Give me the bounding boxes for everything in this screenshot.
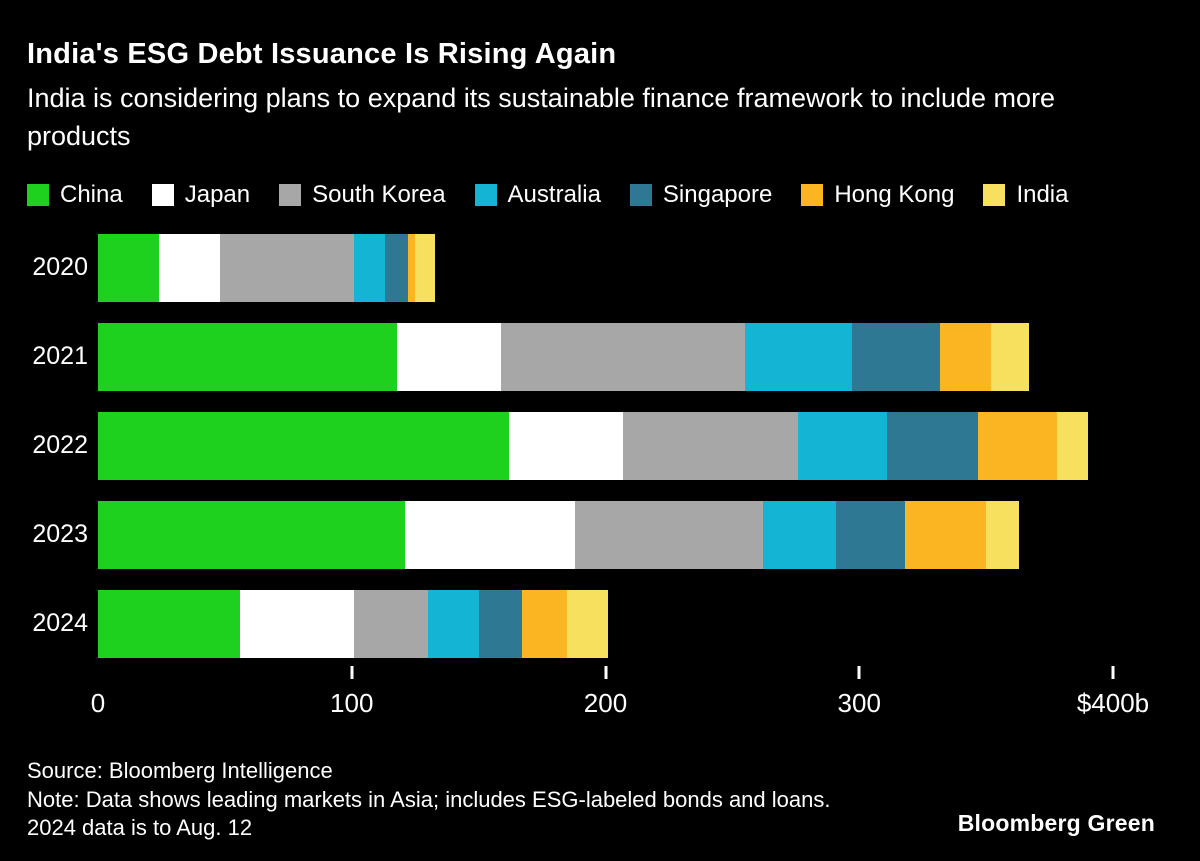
- bar-track-2024: [98, 589, 1113, 658]
- legend-label: Singapore: [662, 180, 773, 208]
- legend-swatch-china: [27, 183, 49, 206]
- bar-track-2022: [98, 411, 1113, 480]
- legend-swatch-singapore: [629, 183, 652, 206]
- bar-row-2022: 2022: [27, 411, 1200, 480]
- bar-segment-singapore: [384, 233, 408, 302]
- note-text-line2: 2024 data is to Aug. 12: [27, 815, 253, 841]
- legend-item-singapore: Singapore: [629, 180, 773, 209]
- legend-swatch-india: [983, 183, 1006, 206]
- bar-segment-china: [98, 233, 159, 302]
- bar-track-2023: [98, 500, 1113, 569]
- legend-item-india: India: [983, 181, 1068, 209]
- stacked-bar-chart: 2020 2021 2022 2023 2024: [0, 233, 1200, 658]
- bar-segment-china: [98, 589, 241, 658]
- legend-item-south-korea: South Korea: [279, 180, 446, 209]
- axis-tick-label: 0: [90, 687, 106, 718]
- bar-segment-south-korea: [354, 589, 428, 658]
- legend-label: South Korea: [312, 180, 446, 208]
- axis-tick-mark: [350, 665, 354, 679]
- axis-tick-label: $400b: [1076, 687, 1150, 718]
- bar-segment-india: [415, 233, 436, 302]
- x-axis: 0 100 200 300 $400b: [91, 658, 1149, 728]
- legend-label: Japan: [184, 180, 251, 208]
- page-subtitle: India is considering plans to expand its…: [27, 83, 1056, 152]
- footnotes: Source: Bloomberg Intelligence Note: Dat…: [27, 757, 830, 843]
- bar-segment-japan: [509, 411, 624, 480]
- bar-segment-south-korea: [623, 411, 799, 480]
- axis-tick-mark: [857, 665, 861, 679]
- axis-tick-label: 300: [837, 687, 881, 718]
- legend-label: Australia: [507, 180, 601, 208]
- bar-segment-singapore: [836, 500, 905, 569]
- page-title: India's ESG Debt Issuance Is Rising Agai…: [27, 38, 617, 70]
- legend-swatch-japan: [151, 183, 174, 206]
- chart-header: India's ESG Debt Issuance Is Rising Agai…: [0, 0, 1200, 156]
- bar-segment-hong-kong: [407, 233, 416, 302]
- bar-track-2021: [98, 322, 1113, 391]
- legend: China Japan South Korea Australia Singapore H…: [27, 181, 1173, 209]
- bar-segment-singapore: [887, 411, 979, 480]
- bar-segment-south-korea: [575, 500, 763, 569]
- bar-segment-india: [991, 322, 1030, 391]
- bar-segment-singapore: [478, 589, 522, 658]
- legend-label: China: [60, 180, 123, 208]
- bar-segment-australia: [745, 322, 852, 391]
- note-text-line1: Note: Data shows leading markets in Asia…: [27, 786, 831, 812]
- legend-item-hong-kong: Hong Kong: [801, 181, 954, 209]
- bar-segment-singapore: [851, 322, 941, 391]
- legend-item-china: China: [27, 181, 123, 209]
- bloomberg-green-logo: Bloomberg Green: [957, 810, 1155, 836]
- source-text: Source: Bloomberg Intelligence: [27, 758, 333, 784]
- legend-swatch-hong-kong: [801, 183, 824, 206]
- year-label: 2021: [32, 342, 88, 371]
- bar-segment-australia: [354, 233, 385, 302]
- legend-item-japan: Japan: [151, 180, 251, 209]
- bar-segment-china: [98, 411, 510, 480]
- bar-segment-hong-kong: [904, 500, 987, 569]
- legend-label: Hong Kong: [834, 180, 955, 208]
- bar-segment-australia: [427, 589, 479, 658]
- bar-segment-japan: [240, 589, 355, 658]
- legend-swatch-south-korea: [279, 183, 302, 206]
- axis-tick-label: 100: [330, 687, 374, 718]
- legend-label: India: [1016, 180, 1069, 208]
- bar-row-2021: 2021: [27, 322, 1200, 391]
- bar-segment-japan: [397, 322, 502, 391]
- bar-segment-japan: [405, 500, 576, 569]
- axis-tick-label: 200: [583, 687, 628, 718]
- bar-segment-hong-kong: [978, 411, 1058, 480]
- bar-segment-australia: [762, 500, 837, 569]
- bar-row-2023: 2023: [27, 500, 1200, 569]
- bar-segment-australia: [798, 411, 888, 480]
- legend-item-australia: Australia: [474, 180, 601, 209]
- legend-swatch-australia: [474, 183, 497, 206]
- bar-row-2020: 2020: [27, 233, 1200, 302]
- bar-segment-china: [98, 500, 406, 569]
- bar-segment-india: [1057, 411, 1088, 480]
- bar-segment-india: [986, 500, 1020, 569]
- year-label: 2023: [32, 520, 88, 549]
- bar-segment-china: [98, 322, 398, 391]
- bar-segment-japan: [158, 233, 220, 302]
- bar-segment-india: [567, 589, 608, 658]
- axis-tick-mark: [604, 665, 607, 679]
- bar-segment-hong-kong: [940, 322, 992, 391]
- year-label: 2020: [32, 253, 88, 282]
- bar-segment-south-korea: [501, 322, 746, 391]
- year-label: 2024: [32, 609, 88, 638]
- bar-row-2024: 2024: [27, 589, 1200, 658]
- year-label: 2022: [32, 431, 88, 460]
- axis-tick-mark: [1111, 665, 1115, 679]
- bar-track-2020: [98, 233, 1113, 302]
- bar-segment-hong-kong: [521, 589, 568, 658]
- bar-segment-south-korea: [219, 233, 355, 302]
